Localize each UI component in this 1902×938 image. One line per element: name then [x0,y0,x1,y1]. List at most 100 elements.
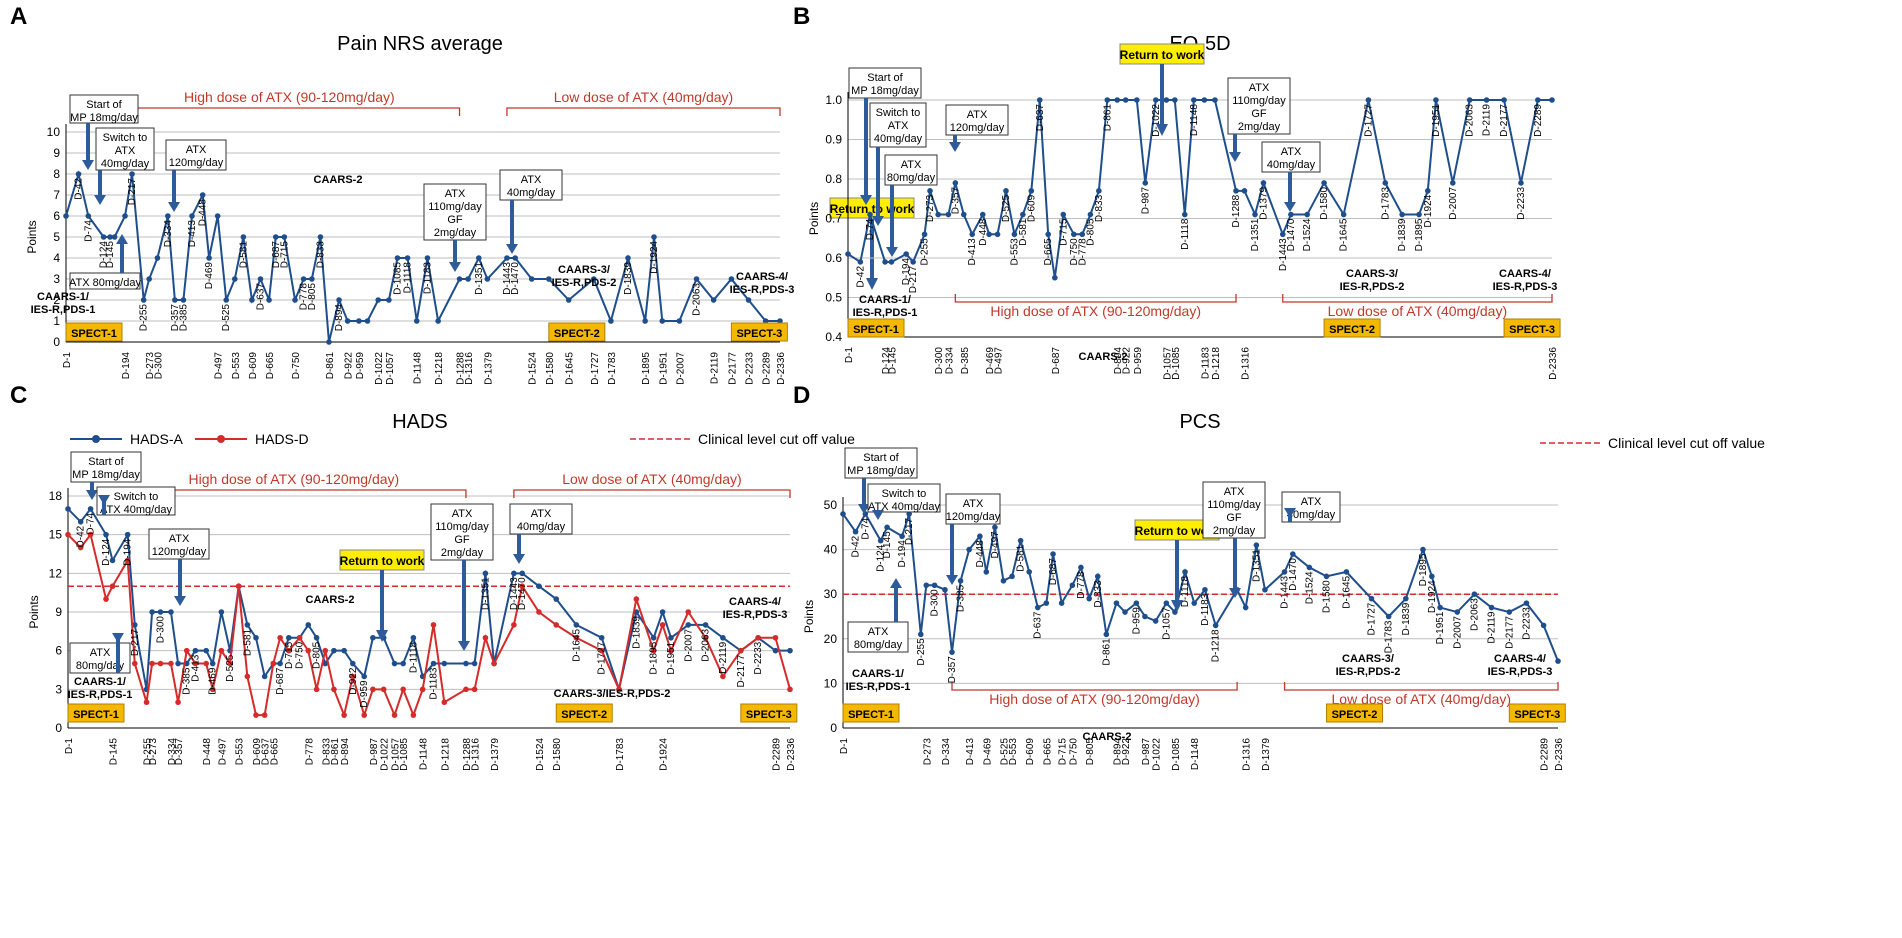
data-point [1163,600,1170,606]
caars-label: CAARS-3/ [1342,653,1394,665]
callout-box [869,102,927,148]
y-tick-label: 20 [824,632,838,646]
callout-text: 110mg/day [435,521,489,533]
point-label: D-2177 [1504,616,1515,649]
data-point [157,660,164,667]
point-label: D-42 [76,525,87,547]
day-tick-label: D-637 [261,738,272,766]
point-label: D-42 [855,266,866,288]
data-point [1181,211,1188,218]
panel-letter: A [10,3,27,30]
data-point [598,647,605,654]
point-label: D-497 [990,531,1001,559]
data-point [430,622,437,628]
return-to-work-label: Return to work [1120,48,1205,62]
caars-label: CAARS-2 [1083,731,1132,743]
day-tick-label: D-413 [965,738,976,766]
data-point [1523,600,1530,606]
point-label: D-273 [925,194,936,222]
high-dose-label: High dose of ATX (90-120mg/day) [184,89,395,105]
data-point [877,537,884,544]
legend-marker [217,435,225,443]
data-point [400,660,406,667]
callout-text: ATX 40mg/day [868,501,940,513]
data-point [103,596,109,602]
data-point [305,622,312,628]
data-point [1011,231,1018,238]
callout-text: ATX [1224,486,1245,498]
data-point [281,234,288,240]
day-tick-label: D-497 [217,738,228,766]
point-label: D-357 [170,304,181,332]
data-point [386,297,392,303]
callout-text: MP 18mg/day [70,112,138,124]
data-point [1424,188,1431,194]
data-point [685,622,692,628]
data-point [149,609,155,615]
callout-text: 40mg/day [101,158,150,170]
point-label: D-1379 [1258,187,1269,220]
point-label: D-778 [299,283,310,311]
data-point [183,647,190,654]
y-tick-label: 9 [53,146,60,160]
point-label: D-2119 [1482,104,1493,136]
day-tick-label: D-334 [167,738,178,766]
data-point [668,634,674,641]
data-point [857,259,864,265]
spect-badge [740,703,798,723]
day-tick-label: D-1057 [385,352,396,385]
data-point [175,699,181,706]
day-tick-label: D-1924 [659,738,670,771]
data-point [111,234,118,240]
day-tick-label: D-2336 [786,738,797,771]
point-label: D-74 [860,517,871,539]
day-tick-label: D-300 [153,352,164,380]
data-point [910,259,916,265]
data-point [573,634,580,641]
y-tick-label: 30 [824,587,838,601]
spect-label: SPECT-2 [554,328,600,340]
day-tick-label: D-1316 [1240,347,1251,380]
spect-label: SPECT-1 [853,324,899,336]
data-point [131,622,138,628]
data-point [650,647,657,654]
callout-box [884,154,938,186]
data-point [625,255,631,261]
data-point [553,622,560,628]
day-tick-label: D-922 [1121,738,1132,766]
point-label: D-1443 [1280,575,1291,608]
day-tick-label: D-1379 [1261,738,1272,771]
callout-text: 110mg/day [1232,95,1286,107]
day-tick-label: D-2119 [710,352,721,384]
day-tick-label: D-894 [1113,347,1124,375]
data-point [1212,97,1218,103]
data-point [511,570,517,577]
day-tick-label: D-357 [174,738,185,766]
point-label: D-1183 [422,262,433,294]
y-tick-label: 12 [49,566,63,580]
data-point [175,660,181,667]
data-point [633,596,640,602]
day-tick-label: D-273 [145,352,156,380]
arrow-head [946,575,958,585]
data-point [1321,180,1327,186]
point-label: D-145 [105,241,116,269]
y-tick-label: 3 [53,272,60,286]
callout-box [867,483,941,513]
data-point [476,255,482,261]
arrow-head [872,216,884,226]
data-point [463,686,469,693]
day-tick-label: D-665 [265,352,276,380]
data-point [253,634,259,641]
spect-badge [65,322,123,342]
data-point [400,686,406,693]
y-tick-label: 0 [55,721,62,735]
data-point [1304,211,1310,218]
data-point [349,673,356,680]
callout-box [945,104,1009,136]
point-label: D-1443 [502,262,513,295]
data-point [261,673,268,680]
caars-label: CAARS-3/ [1346,268,1398,280]
data-point [322,660,329,667]
callout-text: 40mg/day [517,521,566,533]
